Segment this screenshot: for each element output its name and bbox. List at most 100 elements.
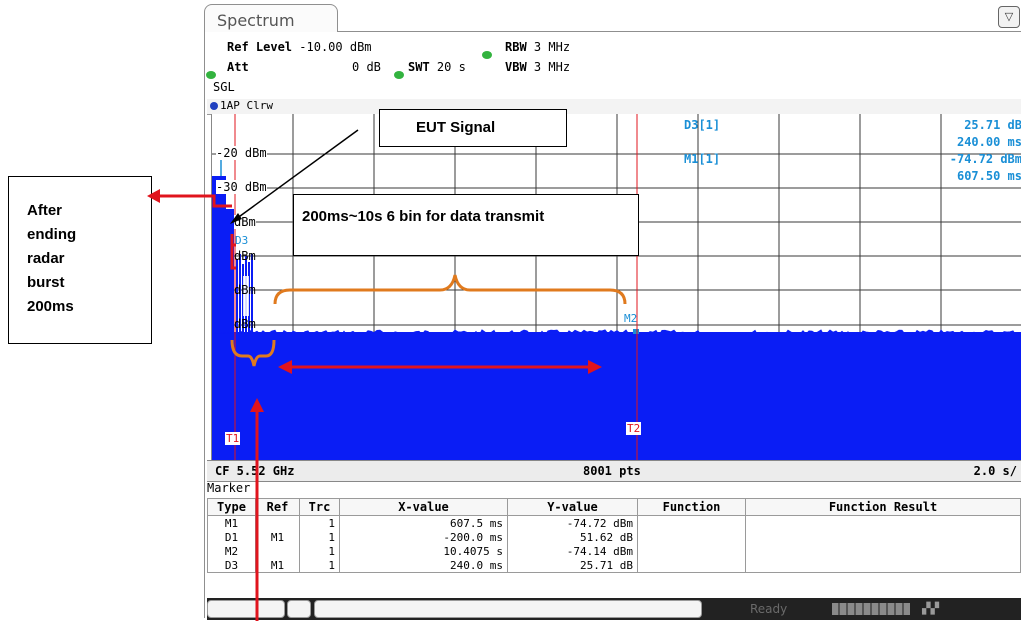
radar-burst-text: After ending radar burst 200ms bbox=[27, 202, 77, 315]
rbw-status-dot bbox=[482, 44, 492, 63]
m2-marker bbox=[633, 329, 639, 334]
table-row[interactable]: M1 1 607.5 ms -74.72 dBm bbox=[207, 515, 1021, 530]
eut-arrow-head bbox=[230, 213, 242, 224]
cell-ref: M1 bbox=[255, 530, 300, 544]
minimize-icon[interactable]: ▽ bbox=[998, 6, 1020, 28]
cell-y: -74.14 dBm bbox=[507, 544, 638, 558]
marker-table-title: Marker bbox=[207, 481, 251, 495]
window-border bbox=[204, 31, 205, 618]
status-ready: Ready bbox=[750, 602, 788, 616]
rbw-value: 3 MHz bbox=[533, 40, 571, 54]
sweep-mode: SGL bbox=[213, 80, 235, 94]
network-icon: ▞▞ bbox=[922, 602, 939, 615]
cell-ref: M1 bbox=[255, 558, 300, 573]
col-type: Type bbox=[207, 498, 256, 516]
readout-d3-name: D3[1] bbox=[684, 118, 721, 132]
cell-x: 240.0 ms bbox=[339, 558, 508, 573]
readout-m1-name: M1[1] bbox=[684, 152, 721, 166]
cell-x: -200.0 ms bbox=[339, 530, 508, 544]
y-label-1: -20 dBm bbox=[216, 146, 267, 160]
att-row: Att bbox=[227, 60, 249, 74]
marker-table-header: Type Ref Trc X-value Y-value Function Fu… bbox=[207, 498, 1021, 516]
cell-type: D3 bbox=[207, 558, 256, 573]
radar-brace bbox=[230, 339, 276, 367]
tab-divider bbox=[338, 31, 1021, 32]
cell-result bbox=[745, 544, 1021, 558]
table-row[interactable]: D3 M1 1 240.0 ms 25.71 dB bbox=[207, 558, 1021, 573]
swt-value: 20 s bbox=[436, 60, 466, 74]
minimize-glyph: ▽ bbox=[1004, 10, 1014, 23]
ref-level-label: Ref Level bbox=[227, 40, 293, 54]
radar-arrow-line bbox=[158, 194, 232, 208]
duration-arrow-left bbox=[278, 360, 292, 374]
rbw-row: RBW 3 MHz bbox=[505, 40, 570, 54]
y-label-2: -30 dBm bbox=[216, 180, 267, 194]
noise-edge-trace bbox=[212, 329, 1021, 337]
radar-burst-trace bbox=[212, 176, 226, 332]
footer-bar: CF 5.52 GHz 8001 pts 2.0 s/ bbox=[207, 460, 1021, 482]
col-x-value: X-value bbox=[339, 498, 508, 516]
vbw-label: VBW bbox=[505, 60, 527, 74]
readout-m1-value1: -74.72 dBm bbox=[949, 152, 1021, 166]
status-message-field[interactable] bbox=[314, 600, 702, 618]
cell-y: 25.71 dB bbox=[507, 558, 638, 573]
center-frequency: CF 5.52 GHz bbox=[215, 464, 295, 478]
y-label-6: dBm bbox=[234, 317, 256, 331]
att-status-dot bbox=[206, 64, 216, 83]
noise-floor-trace bbox=[212, 332, 1021, 460]
rbw-label: RBW bbox=[505, 40, 527, 54]
spectrum-plot[interactable]: -20 dBm -30 dBm dBm dBm dBm dBm D3 M2 T1… bbox=[211, 114, 1021, 460]
table-row[interactable]: M2 1 10.4075 s -74.14 dBm bbox=[207, 544, 1021, 558]
cell-x: 607.5 ms bbox=[339, 515, 508, 530]
col-ref: Ref bbox=[255, 498, 300, 516]
bottom-arrow-head bbox=[250, 398, 264, 412]
marker-table: Type Ref Trc X-value Y-value Function Fu… bbox=[207, 498, 1021, 573]
eut-signal-callout: EUT Signal bbox=[379, 109, 567, 147]
progress-indicator bbox=[832, 603, 910, 615]
cell-x: 10.4075 s bbox=[339, 544, 508, 558]
data-transmit-brace bbox=[273, 274, 627, 305]
ref-level-row: Ref Level -10.00 dBm bbox=[227, 40, 372, 54]
cell-result bbox=[745, 515, 1021, 530]
readout-m1-value2: 607.50 ms bbox=[956, 169, 1021, 183]
t1-label: T1 bbox=[225, 432, 241, 445]
col-function: Function bbox=[637, 498, 746, 516]
tab-spectrum[interactable]: Spectrum bbox=[204, 4, 338, 32]
readout-d3-value1: 25.71 dB bbox=[964, 118, 1021, 132]
data-transmit-callout: 200ms~10s 6 bin for data transmit bbox=[293, 194, 639, 256]
status-segment-1[interactable] bbox=[207, 600, 285, 618]
readout-d3-value2: 240.00 ms bbox=[956, 135, 1021, 149]
y-label-4: dBm bbox=[234, 249, 256, 263]
time-per-div: 2.0 s/ bbox=[973, 464, 1017, 478]
cell-result bbox=[745, 558, 1021, 573]
duration-arrow-right bbox=[588, 360, 602, 374]
data-transmit-text: 200ms~10s 6 bin for data transmit bbox=[302, 208, 545, 225]
burst-tail-trace bbox=[226, 209, 234, 332]
col-y-value: Y-value bbox=[507, 498, 638, 516]
tab-label: Spectrum bbox=[217, 11, 295, 30]
plot-svg bbox=[212, 114, 1021, 460]
radar-burst-callout: After ending radar burst 200ms bbox=[8, 176, 152, 344]
table-row[interactable]: D1 M1 1 -200.0 ms 51.62 dB bbox=[207, 530, 1021, 544]
burst-bracket bbox=[230, 243, 236, 270]
cell-y: 51.62 dB bbox=[507, 530, 638, 544]
trace-label: 1AP Clrw bbox=[220, 99, 273, 112]
radar-arrow-head bbox=[147, 189, 160, 203]
trace-dot-icon bbox=[210, 102, 218, 110]
m2-marker-label: M2 bbox=[624, 312, 638, 325]
sweep-points: 8001 pts bbox=[583, 464, 641, 478]
eut-arrow-line bbox=[235, 129, 359, 220]
cell-type: D1 bbox=[207, 530, 256, 544]
eut-signal-text: EUT Signal bbox=[416, 119, 496, 136]
cell-result bbox=[745, 530, 1021, 544]
vbw-row: VBW 3 MHz bbox=[505, 60, 570, 74]
swt-status-dot bbox=[394, 64, 404, 83]
bin-gap bbox=[243, 276, 249, 316]
status-segment-2[interactable] bbox=[287, 600, 311, 618]
t2-label: T2 bbox=[626, 422, 642, 435]
att-label: Att bbox=[227, 60, 249, 74]
y-label-5: dBm bbox=[234, 283, 256, 297]
att-value: 0 dB bbox=[352, 60, 381, 74]
swt-label: SWT bbox=[408, 60, 430, 74]
ref-level-value: -10.00 dBm bbox=[299, 40, 372, 54]
